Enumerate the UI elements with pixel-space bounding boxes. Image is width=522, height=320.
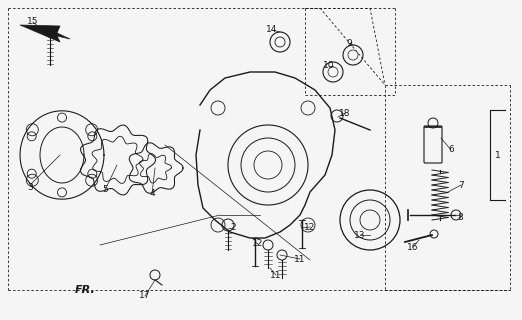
Text: 9: 9: [346, 39, 352, 49]
Text: 14: 14: [266, 26, 278, 35]
Text: 13: 13: [354, 230, 366, 239]
Text: 12: 12: [304, 222, 316, 231]
Text: 17: 17: [139, 292, 151, 300]
Text: 8: 8: [457, 212, 463, 221]
Text: 11: 11: [270, 270, 282, 279]
Text: 12: 12: [252, 239, 264, 249]
Text: 5: 5: [102, 186, 108, 195]
Text: 2: 2: [230, 223, 236, 233]
Text: 18: 18: [339, 108, 351, 117]
Text: 11: 11: [294, 254, 306, 263]
Text: 3: 3: [27, 183, 33, 193]
Text: FR.: FR.: [75, 285, 96, 295]
Text: 15: 15: [27, 18, 39, 27]
Text: 6: 6: [448, 146, 454, 155]
Polygon shape: [20, 25, 70, 42]
Text: 10: 10: [323, 61, 335, 70]
Text: 1: 1: [495, 150, 501, 159]
Text: 7: 7: [458, 180, 464, 189]
Text: 16: 16: [407, 243, 419, 252]
Text: 4: 4: [149, 189, 155, 198]
